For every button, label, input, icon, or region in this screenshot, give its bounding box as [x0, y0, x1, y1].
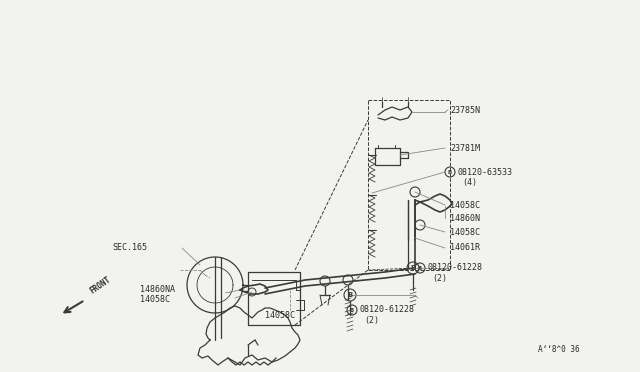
Text: 14058C: 14058C [265, 311, 295, 321]
Text: 08120-61228: 08120-61228 [427, 263, 482, 273]
Text: 14061R: 14061R [450, 244, 480, 253]
Text: 08120-63533: 08120-63533 [457, 167, 512, 176]
Text: (2): (2) [364, 315, 379, 324]
Text: 14058C: 14058C [450, 201, 480, 209]
Text: 08120-61228: 08120-61228 [359, 305, 414, 314]
Text: B: B [410, 265, 415, 271]
Text: (2): (2) [432, 273, 447, 282]
Text: 23785N: 23785N [450, 106, 480, 115]
Text: 23781M: 23781M [450, 144, 480, 153]
Text: B: B [348, 292, 353, 298]
Text: 14058C: 14058C [450, 228, 480, 237]
Text: B: B [448, 170, 452, 174]
Text: B: B [350, 308, 354, 312]
Text: SEC.165: SEC.165 [112, 244, 147, 253]
Text: B: B [418, 266, 422, 270]
Text: 14058C: 14058C [140, 295, 170, 305]
Text: FRONT: FRONT [88, 275, 112, 296]
Text: 14860NA: 14860NA [140, 285, 175, 295]
Text: 14860N: 14860N [450, 214, 480, 222]
Text: A‘‘8^0 36: A‘‘8^0 36 [538, 345, 580, 354]
Text: (4): (4) [462, 177, 477, 186]
